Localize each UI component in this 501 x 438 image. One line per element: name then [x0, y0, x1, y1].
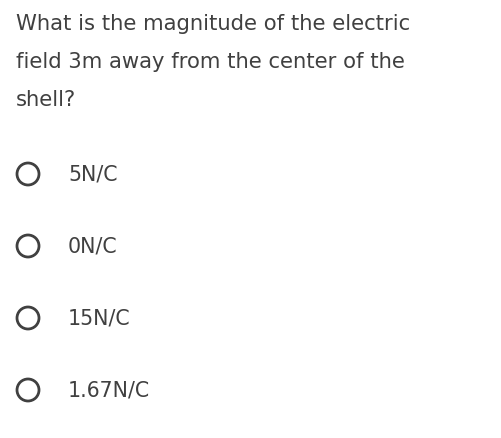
Text: 0N/C: 0N/C	[68, 237, 117, 256]
Text: 1.67N/C: 1.67N/C	[68, 380, 150, 400]
Text: 15N/C: 15N/C	[68, 308, 130, 328]
Text: 5N/C: 5N/C	[68, 165, 117, 184]
Text: field 3m away from the center of the: field 3m away from the center of the	[16, 52, 404, 72]
Text: What is the magnitude of the electric: What is the magnitude of the electric	[16, 14, 409, 34]
Text: shell?: shell?	[16, 90, 76, 110]
